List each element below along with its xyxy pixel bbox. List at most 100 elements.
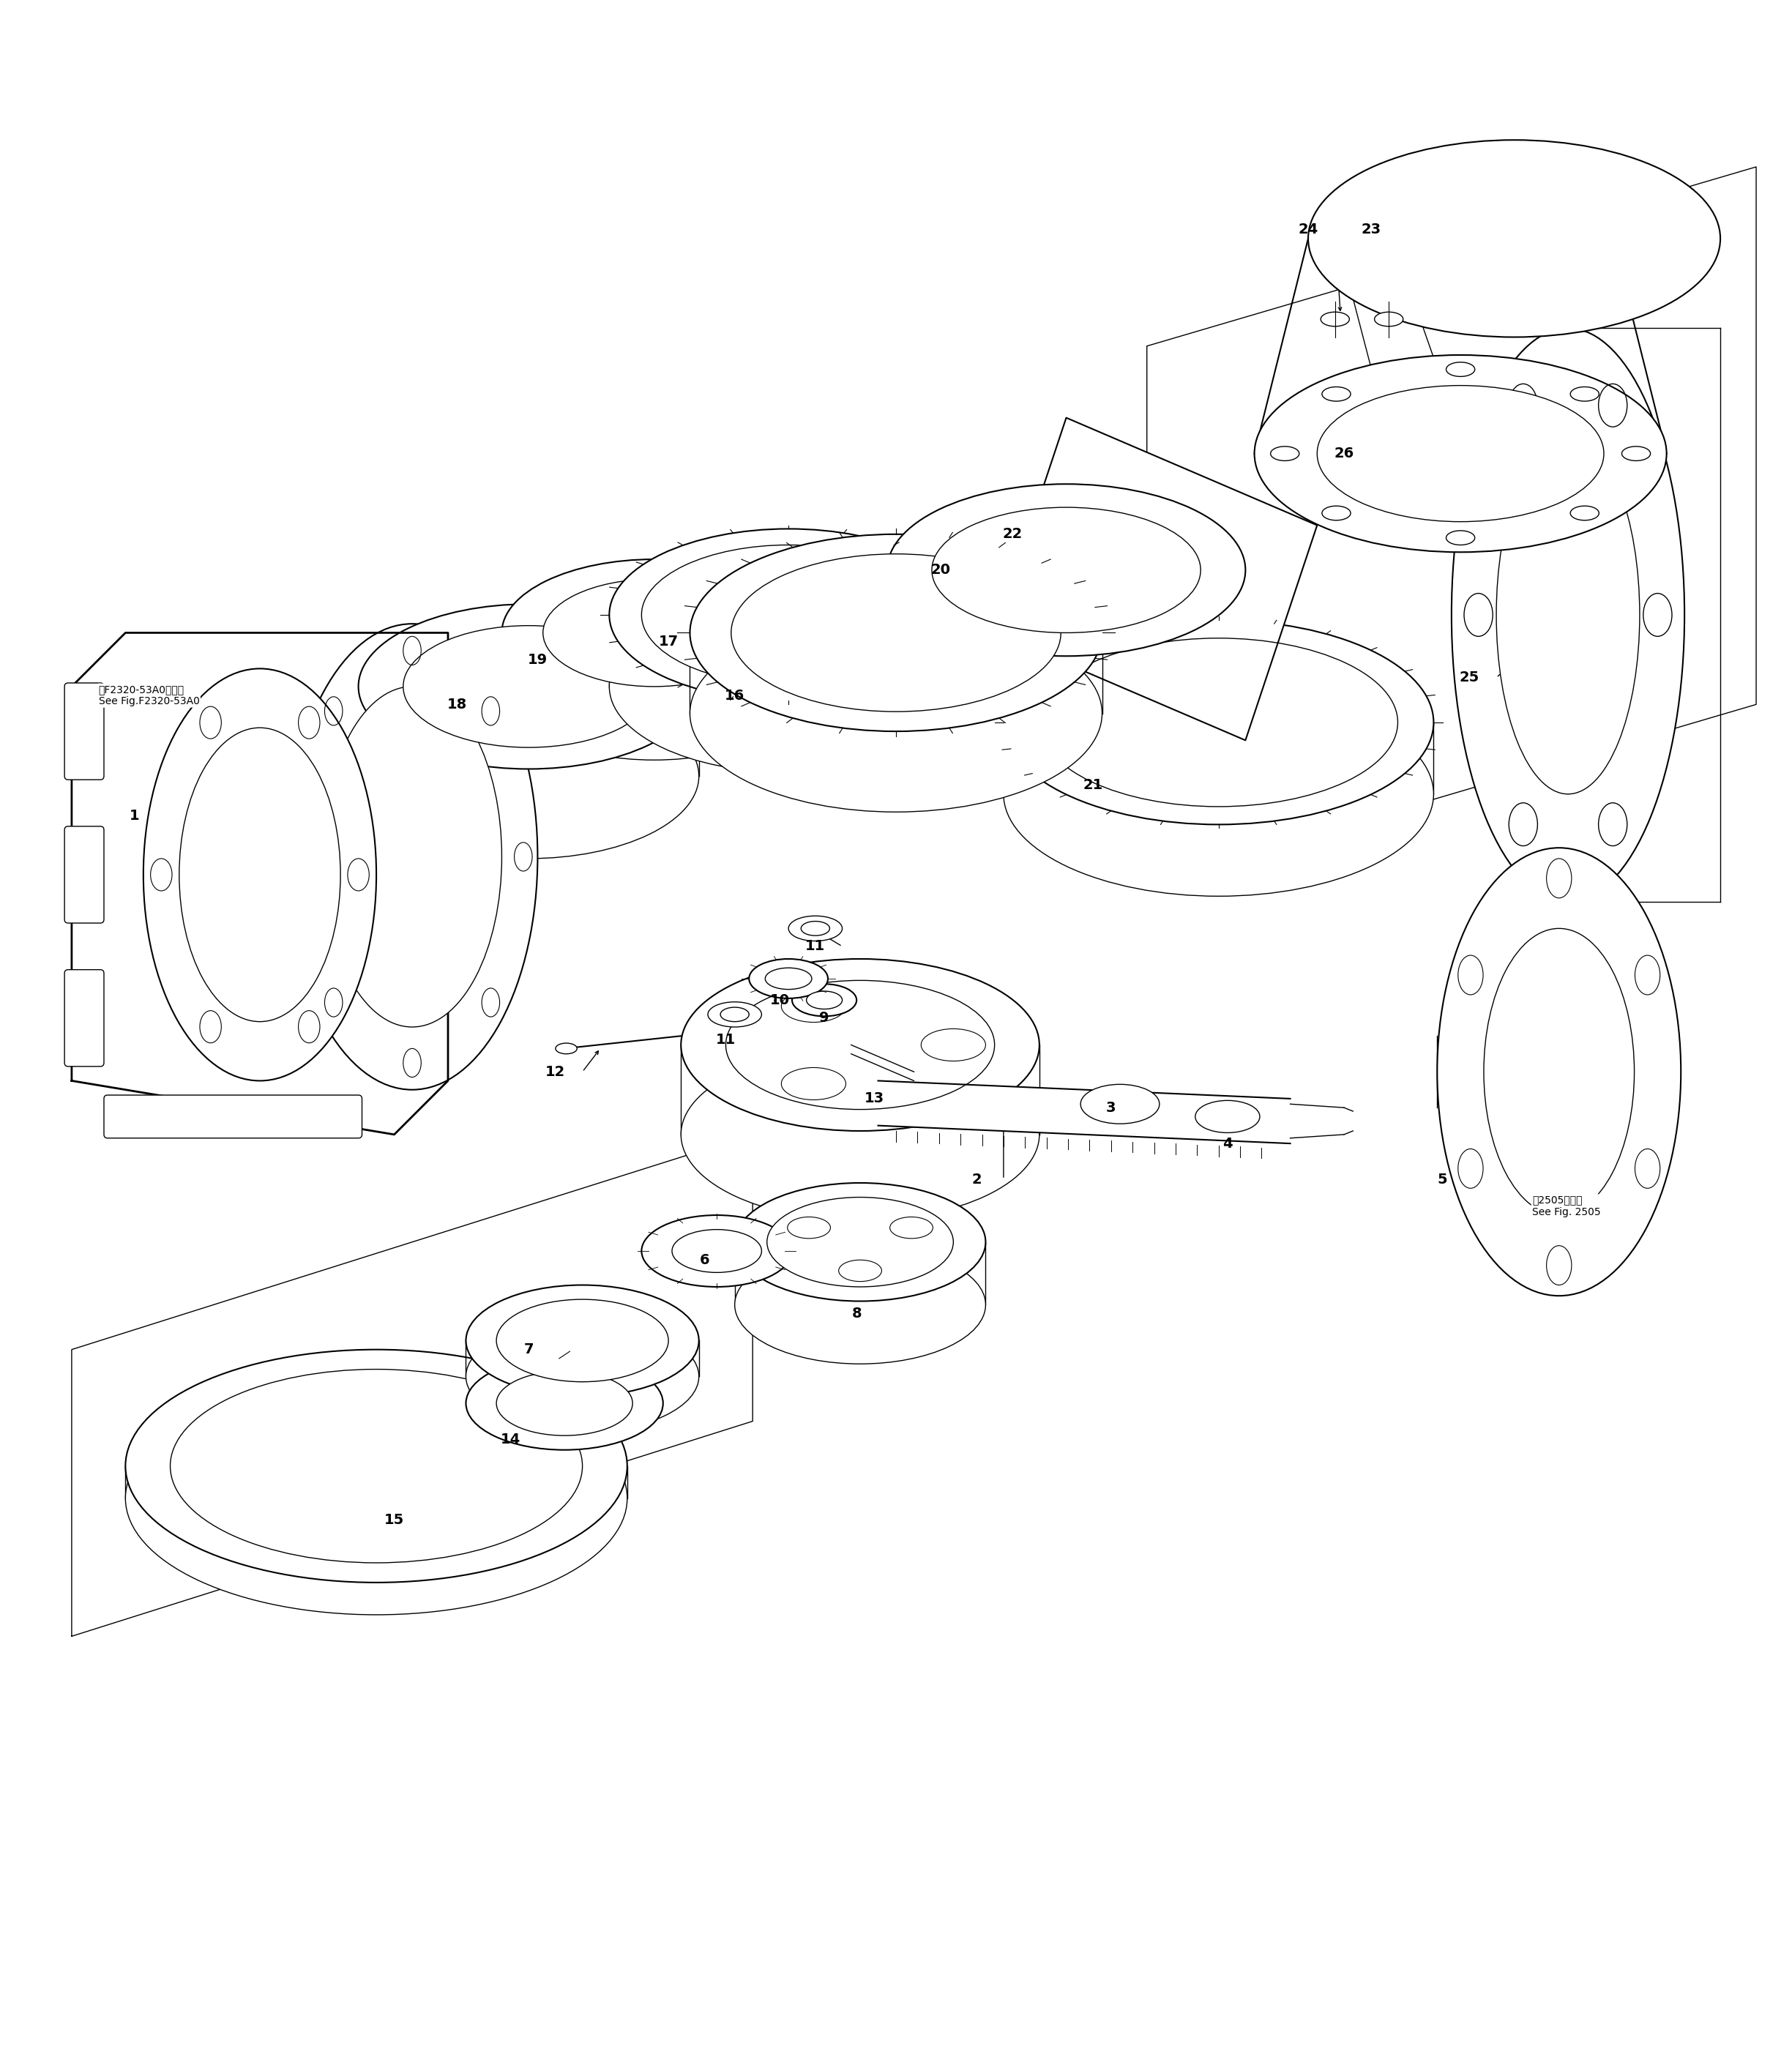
Ellipse shape [1039, 639, 1398, 807]
Text: 2: 2 [971, 1173, 982, 1187]
Ellipse shape [726, 980, 995, 1109]
Polygon shape [72, 633, 448, 1134]
Ellipse shape [1446, 362, 1475, 376]
Ellipse shape [1322, 386, 1351, 401]
Text: 6: 6 [699, 1253, 710, 1267]
Text: 20: 20 [930, 563, 952, 577]
Ellipse shape [792, 984, 857, 1017]
Ellipse shape [708, 1002, 762, 1027]
Text: 11: 11 [715, 1033, 737, 1045]
Ellipse shape [767, 1197, 953, 1288]
Text: 16: 16 [724, 688, 745, 702]
Ellipse shape [735, 1245, 986, 1364]
Text: 24: 24 [1297, 222, 1319, 236]
Ellipse shape [466, 1321, 699, 1432]
Ellipse shape [887, 485, 1245, 655]
Ellipse shape [502, 612, 806, 760]
Text: 17: 17 [658, 635, 679, 649]
Ellipse shape [1374, 312, 1403, 327]
Ellipse shape [125, 1349, 627, 1582]
Text: 25: 25 [1459, 670, 1480, 684]
Ellipse shape [1081, 1085, 1159, 1124]
Ellipse shape [781, 990, 846, 1023]
Ellipse shape [765, 967, 812, 990]
Ellipse shape [287, 624, 538, 1091]
Ellipse shape [403, 626, 654, 748]
Ellipse shape [672, 1230, 762, 1273]
Text: 21: 21 [1082, 778, 1104, 793]
Text: 23: 23 [1360, 222, 1382, 236]
Ellipse shape [642, 1216, 792, 1288]
Ellipse shape [609, 600, 968, 772]
Ellipse shape [1254, 355, 1667, 553]
Polygon shape [1147, 166, 1756, 883]
Ellipse shape [1484, 928, 1634, 1216]
Ellipse shape [806, 992, 842, 1009]
Ellipse shape [781, 1068, 846, 1099]
Ellipse shape [749, 959, 828, 998]
Ellipse shape [788, 916, 842, 941]
Ellipse shape [170, 1370, 582, 1563]
Ellipse shape [1437, 848, 1681, 1296]
FancyBboxPatch shape [104, 1095, 362, 1138]
Ellipse shape [1622, 446, 1650, 460]
Polygon shape [72, 1134, 753, 1637]
Polygon shape [1290, 1105, 1344, 1138]
Text: 10: 10 [769, 994, 790, 1006]
Ellipse shape [1308, 140, 1720, 337]
Ellipse shape [1004, 620, 1434, 824]
Ellipse shape [642, 544, 935, 684]
Text: 第2505図参照
See Fig. 2505: 第2505図参照 See Fig. 2505 [1532, 1195, 1600, 1218]
Ellipse shape [556, 1043, 577, 1054]
Ellipse shape [1452, 329, 1684, 902]
Text: 26: 26 [1333, 446, 1355, 460]
Ellipse shape [502, 559, 806, 707]
Text: 13: 13 [864, 1093, 885, 1105]
Ellipse shape [932, 507, 1201, 633]
FancyBboxPatch shape [65, 682, 104, 781]
Text: 15: 15 [383, 1514, 405, 1526]
Ellipse shape [125, 1382, 627, 1614]
Ellipse shape [1496, 435, 1640, 795]
Ellipse shape [496, 1372, 633, 1436]
Ellipse shape [496, 1300, 668, 1382]
Polygon shape [878, 1080, 1290, 1144]
Polygon shape [995, 417, 1317, 739]
Ellipse shape [358, 694, 699, 859]
Ellipse shape [1271, 446, 1299, 460]
Ellipse shape [1004, 692, 1434, 896]
Text: 19: 19 [527, 653, 548, 668]
Ellipse shape [720, 1006, 749, 1021]
Text: 7: 7 [523, 1343, 534, 1356]
Ellipse shape [731, 555, 1061, 711]
Polygon shape [851, 1045, 914, 1080]
Text: 1: 1 [129, 809, 140, 822]
Text: 22: 22 [1002, 528, 1023, 540]
FancyBboxPatch shape [65, 826, 104, 922]
Ellipse shape [1446, 530, 1475, 544]
Ellipse shape [143, 670, 376, 1080]
Text: 18: 18 [446, 698, 468, 711]
Text: 4: 4 [1222, 1136, 1233, 1150]
Ellipse shape [543, 579, 765, 686]
Text: 8: 8 [851, 1306, 862, 1321]
Ellipse shape [681, 1048, 1039, 1220]
Ellipse shape [801, 922, 830, 937]
Text: 9: 9 [819, 1011, 830, 1025]
Ellipse shape [1195, 1101, 1260, 1132]
Text: 11: 11 [805, 939, 826, 953]
FancyBboxPatch shape [65, 969, 104, 1066]
Ellipse shape [358, 604, 699, 768]
Ellipse shape [466, 1286, 699, 1397]
Ellipse shape [690, 614, 1102, 811]
Text: 14: 14 [500, 1432, 521, 1446]
Ellipse shape [179, 727, 340, 1021]
Text: 3: 3 [1106, 1101, 1116, 1115]
Ellipse shape [921, 1029, 986, 1062]
Ellipse shape [1570, 386, 1598, 401]
Ellipse shape [609, 528, 968, 700]
Ellipse shape [1322, 505, 1351, 520]
Ellipse shape [323, 686, 502, 1027]
Text: 第F2320-53A0図参照
See Fig.F2320-53A0: 第F2320-53A0図参照 See Fig.F2320-53A0 [99, 684, 199, 707]
Ellipse shape [1570, 505, 1598, 520]
